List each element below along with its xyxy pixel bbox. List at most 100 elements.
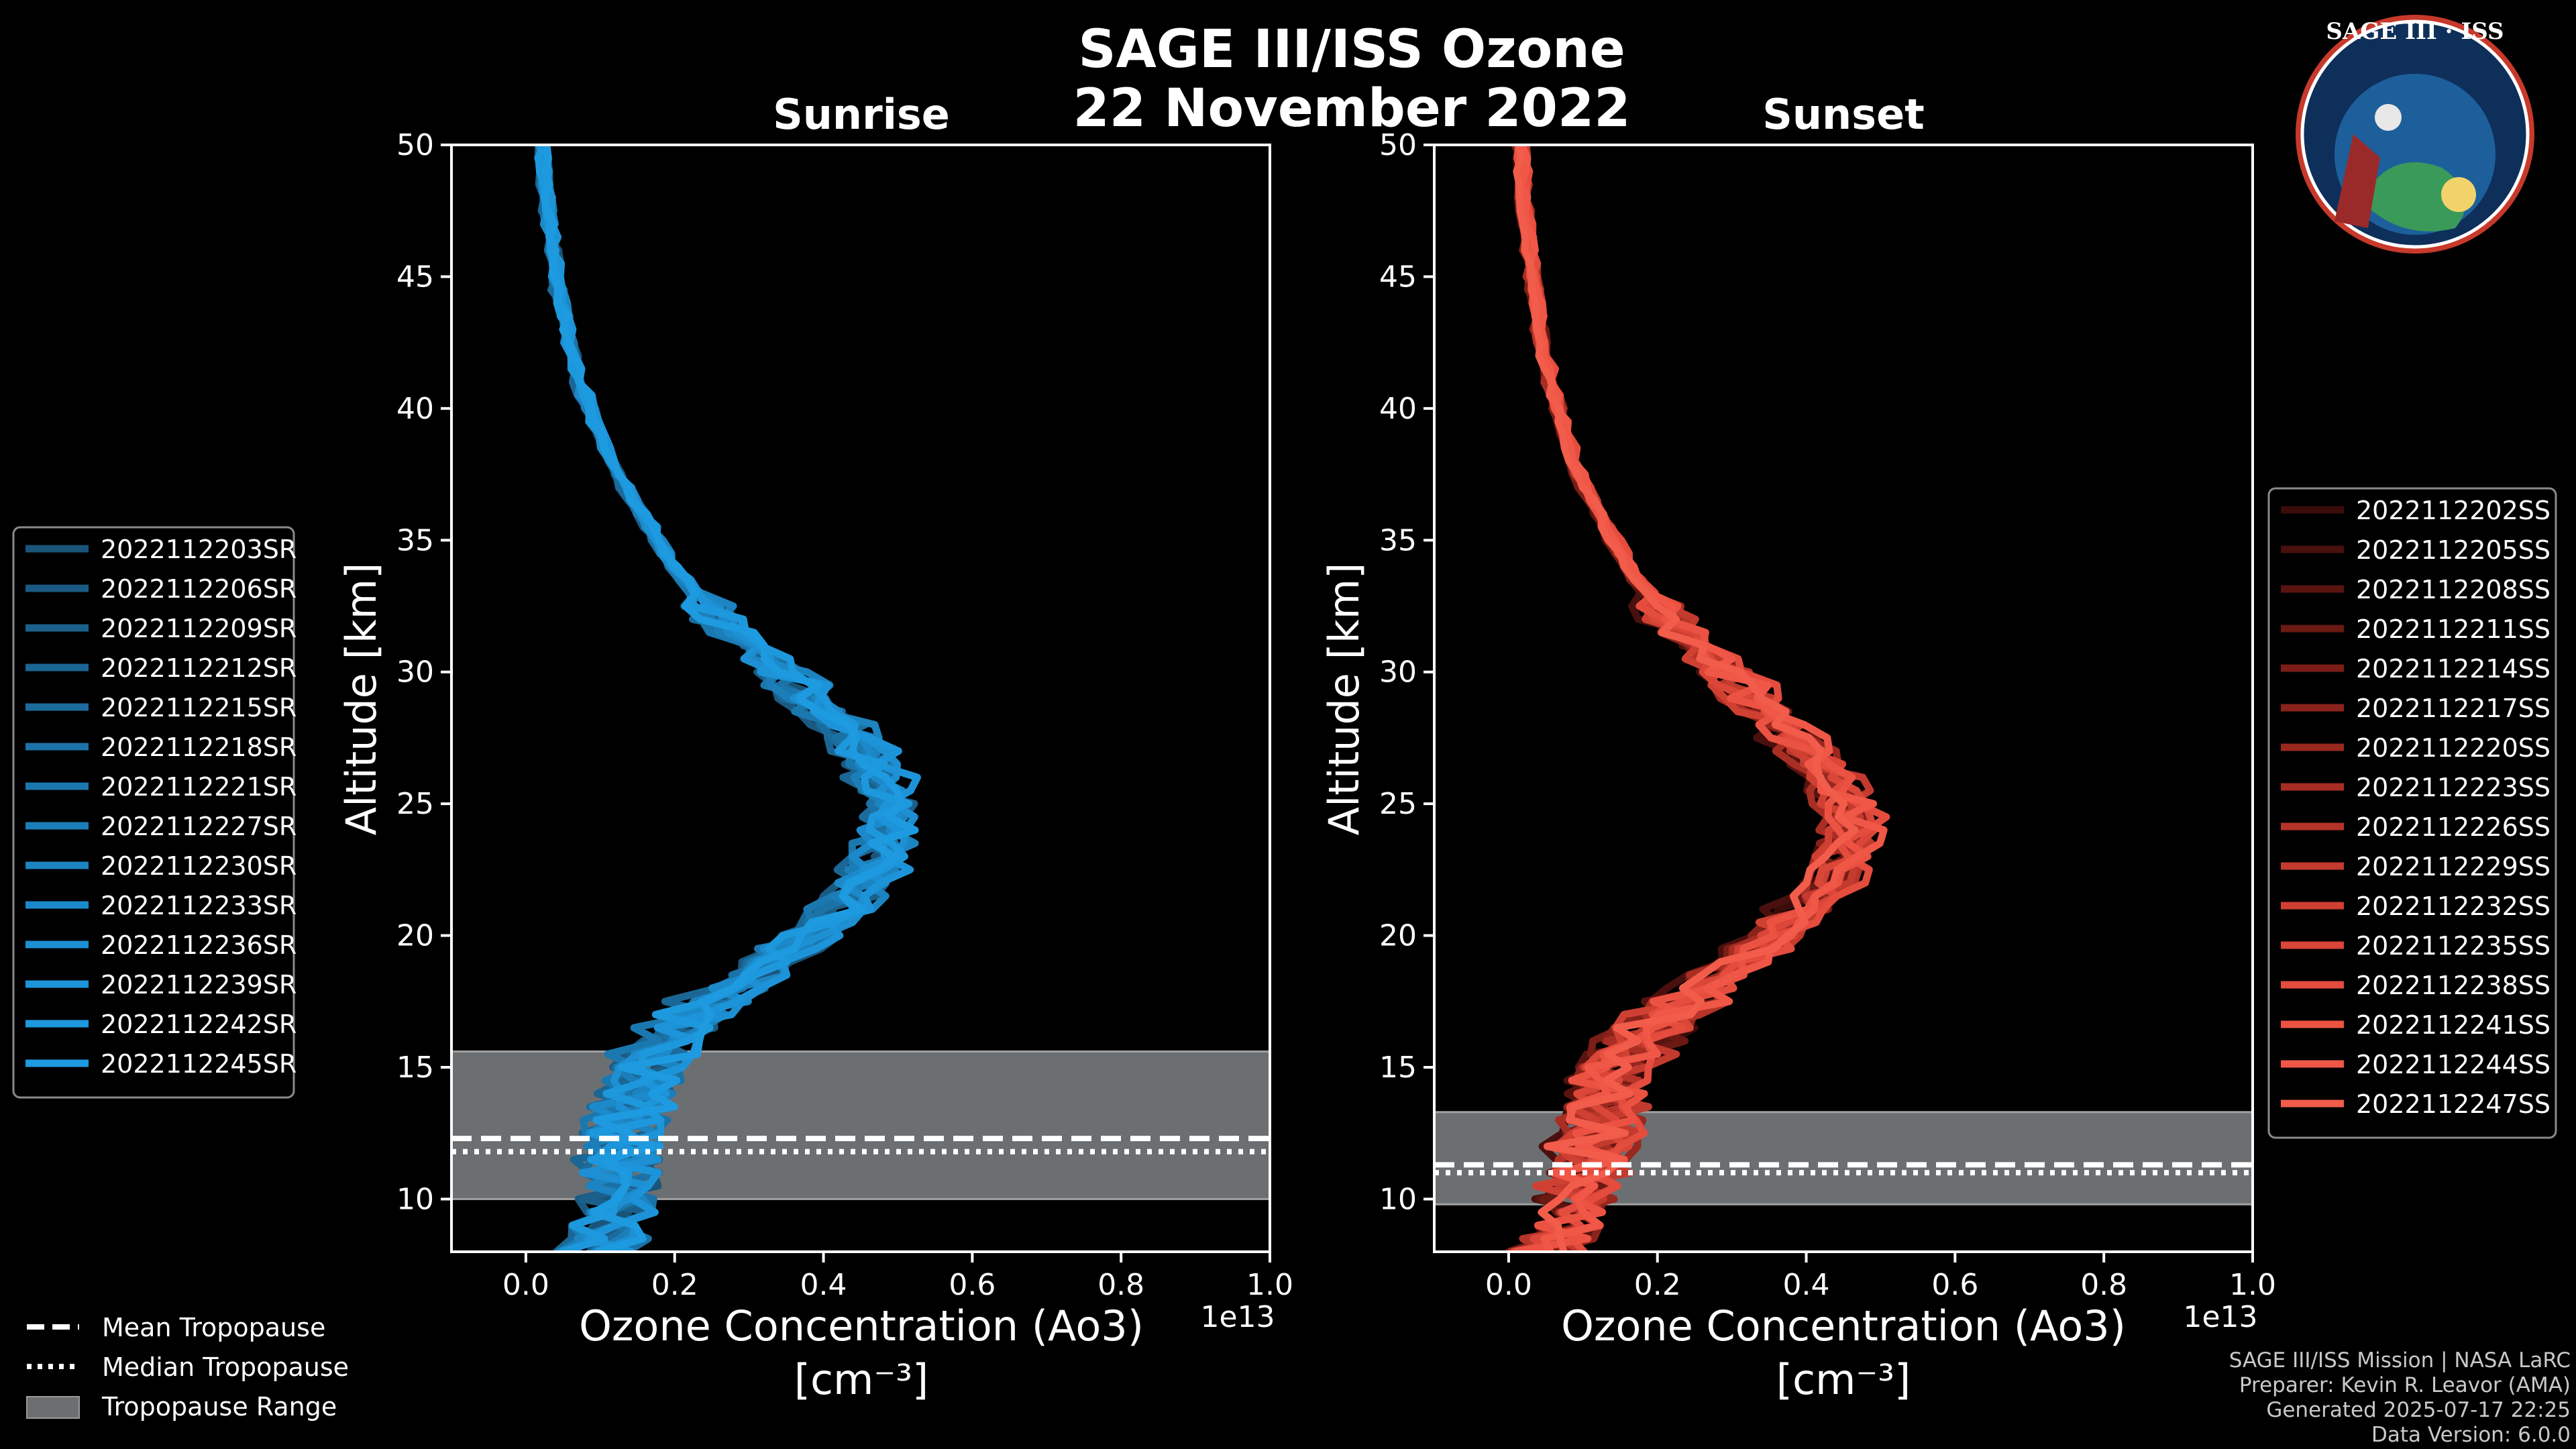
sunrise-ytick-label: 40	[396, 392, 434, 426]
sunset-xlabel-units: [cm⁻³]	[1776, 1355, 1911, 1404]
sunset-legend-label-2022112226SS: 2022112226SS	[2356, 812, 2551, 842]
sunrise-legend-label-2022112236SR: 2022112236SR	[101, 930, 297, 960]
tropopause-range-label: Tropopause Range	[101, 1392, 337, 1421]
sunset-legend-label-2022112235SS: 2022112235SS	[2356, 931, 2551, 961]
sunset-xtick-label: 0.6	[1931, 1268, 1978, 1302]
sunset-legend-label-2022112247SS: 2022112247SS	[2356, 1089, 2551, 1119]
sunrise-legend-label-2022112215SR: 2022112215SR	[101, 693, 297, 722]
logo-figure	[2334, 134, 2380, 228]
sunrise-ytick-label: 35	[396, 523, 434, 557]
sunrise-legend: 2022112203SR 2022112206SR 2022112209SR 2022…	[12, 526, 297, 1099]
sunrise-axes-frame	[450, 144, 1271, 1253]
sunrise-legend-label-2022112212SR: 2022112212SR	[101, 653, 297, 683]
sunset-legend-label-2022112211SS: 2022112211SS	[2356, 614, 2551, 644]
footer-line-1: SAGE III/ISS Mission | NASA LaRC	[2229, 1348, 2571, 1373]
sunrise-legend-label-2022112227SR: 2022112227SR	[101, 812, 297, 841]
sunset-legend-label-2022112229SS: 2022112229SS	[2356, 852, 2551, 881]
sunset-ytick-label: 30	[1379, 655, 1417, 690]
sunset-axes-frame	[1433, 144, 2254, 1253]
sunset-legend-label-2022112241SS: 2022112241SS	[2356, 1010, 2551, 1040]
figure-title-line2: 22 November 2022	[1073, 78, 1630, 139]
sunset-legend-label-2022112214SS: 2022112214SS	[2356, 654, 2551, 684]
sunrise-xlabel: Ozone Concentration (Ao3)	[579, 1301, 1144, 1350]
tropopause-legend: Mean Tropopause Median Tropopause Tropop…	[26, 1313, 349, 1421]
sunset-ylabel: Altitude [km]	[1320, 563, 1368, 836]
sunrise-x-offset: 1e13	[1200, 1300, 1275, 1334]
sunset-legend-label-2022112232SS: 2022112232SS	[2356, 892, 2551, 921]
sunset-ytick-label: 15	[1379, 1051, 1417, 1085]
sunset-legend-label-2022112208SS: 2022112208SS	[2356, 575, 2551, 604]
logo-text: SAGE III · ISS	[2326, 18, 2504, 45]
sunset-xtick-label: 0.0	[1485, 1268, 1532, 1302]
sunset-panel-title: Sunset	[1762, 90, 1925, 139]
sunrise-legend-label-2022112242SR: 2022112242SR	[101, 1010, 297, 1039]
sunrise-xtick-label: 0.4	[800, 1268, 847, 1302]
sunrise-ytick-label: 50	[396, 128, 434, 162]
sunrise-ytick-label: 10	[396, 1182, 434, 1216]
sunrise-legend-label-2022112221SR: 2022112221SR	[101, 772, 297, 802]
footer-line-2: Preparer: Kevin R. Leavor (AMA)	[2239, 1373, 2571, 1397]
sunrise-panel: Sunrise 0.0 0.2 0.4 0.6 0.8 1.0 10 15 20 25 30 35 40…	[337, 90, 1293, 1404]
sunrise-legend-label-2022112218SR: 2022112218SR	[101, 733, 297, 762]
sunrise-legend-label-2022112203SR: 2022112203SR	[101, 535, 297, 564]
sunrise-ytick-label: 15	[396, 1051, 434, 1085]
sunset-legend-frame	[2267, 487, 2557, 1139]
sunrise-plot-area: 0.0 0.2 0.4 0.6 0.8 1.0 10 15 20 25 30 35 40 45 50	[396, 128, 1293, 1302]
sunrise-xtick-label: 0.8	[1097, 1268, 1144, 1302]
footer-line-3: Generated 2025-07-17 22:25	[2266, 1398, 2571, 1422]
sunset-legend-label-2022112220SS: 2022112220SS	[2356, 733, 2551, 763]
sunset-legend-label-2022112217SS: 2022112217SS	[2356, 694, 2551, 723]
sunrise-ylabel: Altitude [km]	[337, 563, 386, 836]
sunset-ytick-label: 25	[1379, 787, 1417, 821]
sunset-legend: 2022112202SS 2022112205SS 2022112208SS 2022…	[2267, 487, 2557, 1139]
footer-credits: SAGE III/ISS Mission | NASA LaRC Prepare…	[2229, 1348, 2571, 1447]
sunset-xtick-label: 0.2	[1634, 1268, 1681, 1302]
sunrise-xlabel-units: [cm⁻³]	[794, 1355, 928, 1404]
sunrise-series-2022112245SR	[540, 145, 919, 1252]
sunset-ytick-label: 40	[1379, 392, 1417, 426]
sunset-plot-area: 0.0 0.2 0.4 0.6 0.8 1.0 10 15 20 25 30 35 40 45 50	[1379, 128, 2276, 1302]
sunset-legend-label-2022112223SS: 2022112223SS	[2356, 773, 2551, 802]
sunrise-xtick-label: 1.0	[1246, 1268, 1293, 1302]
sunrise-legend-label-2022112206SR: 2022112206SR	[101, 574, 297, 604]
footer-line-4: Data Version: 6.0.0	[2371, 1423, 2571, 1447]
sunrise-ytick-label: 30	[396, 655, 434, 690]
sunset-ytick-label: 45	[1379, 260, 1417, 294]
sunrise-xtick-label: 0.6	[949, 1268, 996, 1302]
sunset-ytick-label: 50	[1379, 128, 1417, 162]
sage-logo: SAGE III · ISS	[2296, 15, 2534, 254]
sunrise-xtick-label: 0.0	[502, 1268, 549, 1302]
sunrise-ytick-label: 25	[396, 787, 434, 821]
sunset-legend-label-2022112244SS: 2022112244SS	[2356, 1050, 2551, 1079]
sunset-x-offset: 1e13	[2183, 1300, 2257, 1334]
logo-earth	[2361, 162, 2466, 231]
sunset-series-2022112247SS	[1513, 145, 1859, 1252]
sunset-legend-label-2022112205SS: 2022112205SS	[2356, 535, 2551, 565]
sunrise-xtick-label: 0.2	[651, 1268, 698, 1302]
sunset-xtick-label: 1.0	[2229, 1268, 2276, 1302]
sunset-xlabel: Ozone Concentration (Ao3)	[1561, 1301, 2126, 1350]
sunrise-ytick-label: 20	[396, 919, 434, 953]
mean-tropopause-label: Mean Tropopause	[102, 1313, 325, 1342]
sunrise-legend-label-2022112245SR: 2022112245SR	[101, 1049, 297, 1079]
sunrise-panel-title: Sunrise	[773, 90, 950, 139]
sunset-ytick-label: 20	[1379, 919, 1417, 953]
sunrise-tropopause-range	[450, 1050, 1271, 1200]
median-tropopause-label: Median Tropopause	[102, 1352, 349, 1382]
logo-sun	[2441, 177, 2476, 212]
sunset-ytick-label: 10	[1379, 1182, 1417, 1216]
tropopause-range-swatch	[26, 1396, 80, 1419]
sunset-legend-label-2022112202SS: 2022112202SS	[2356, 496, 2551, 525]
logo-moon	[2375, 104, 2402, 131]
sunrise-legend-label-2022112233SR: 2022112233SR	[101, 891, 297, 920]
sunset-ytick-label: 35	[1379, 523, 1417, 557]
sunrise-legend-label-2022112209SR: 2022112209SR	[101, 614, 297, 643]
sunset-panel: Sunset 0.0 0.2 0.4 0.6 0.8 1.0 10 15 20 25 30 35 40 4…	[1320, 90, 2276, 1404]
sunrise-legend-label-2022112230SR: 2022112230SR	[101, 851, 297, 881]
sunrise-legend-label-2022112239SR: 2022112239SR	[101, 970, 297, 1000]
sunset-xtick-label: 0.8	[2080, 1268, 2127, 1302]
sunset-legend-label-2022112238SS: 2022112238SS	[2356, 971, 2551, 1000]
figure-title-line1: SAGE III/ISS Ozone	[1078, 19, 1625, 80]
